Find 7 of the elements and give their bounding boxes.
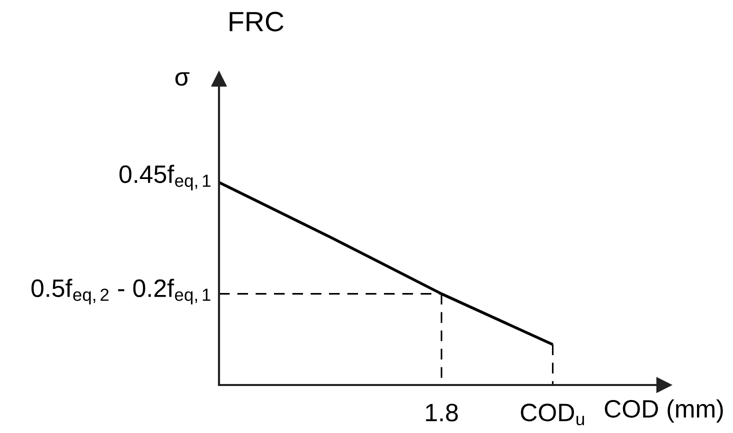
chart-title: FRC (230, 12, 284, 32)
x-axis-title: COD (mm) (604, 399, 723, 423)
text: 0.45f$_{eq,1}$ (119, 164, 210, 190)
text: 0.5f$_{eq,2}$ - 0.2f$_{eq,1}$ (31, 278, 210, 304)
y-axis-title: σ (175, 72, 190, 86)
x-tick-label: 1.8 (426, 404, 458, 422)
x-tick-label: COD$_{u}$ (520, 404, 584, 426)
